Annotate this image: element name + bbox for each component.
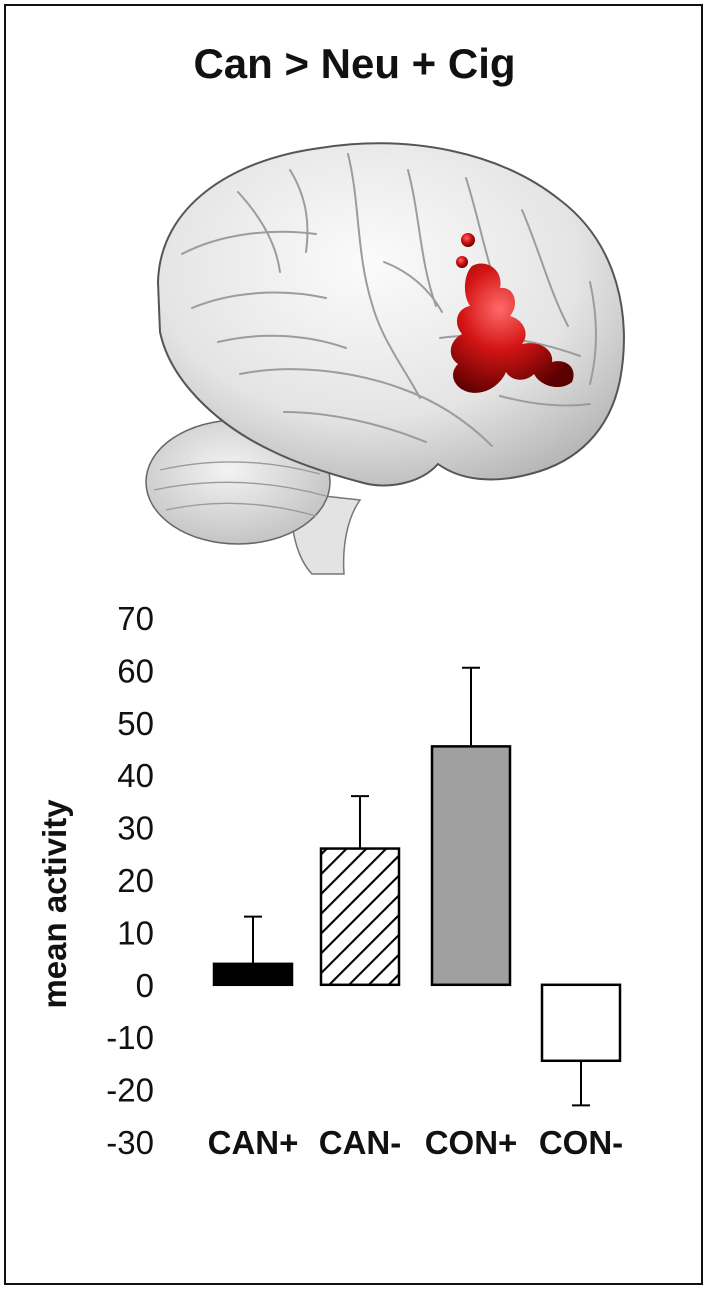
activation-cluster <box>450 233 574 393</box>
figure-title: Can > Neu + Cig <box>193 40 516 87</box>
y-tick-label: 0 <box>136 967 154 1004</box>
y-tick-label: 20 <box>117 862 154 899</box>
cerebrum <box>156 142 625 487</box>
x-axis-categories: CAN+ CAN- CON+ CON- <box>208 1124 624 1161</box>
category-label: CAN+ <box>208 1124 299 1161</box>
y-axis-label: mean activity <box>36 799 73 1009</box>
category-label: CAN- <box>319 1124 401 1161</box>
y-axis-ticks: 70 60 50 40 30 20 10 0 -10 -20 -30 <box>106 600 154 1161</box>
category-label: CON+ <box>425 1124 518 1161</box>
y-tick-label: 70 <box>117 600 154 637</box>
bar-chart: mean activity 70 60 50 40 30 20 10 0 -10 -20 -30 C… <box>36 600 624 1161</box>
y-tick-label: 30 <box>117 810 154 847</box>
bar-CON- <box>540 983 622 1063</box>
bars <box>212 666 622 1107</box>
bar-CAN- <box>319 847 401 987</box>
brain-render <box>145 142 625 575</box>
y-tick-label: 40 <box>117 757 154 794</box>
y-tick-label: 10 <box>117 914 154 951</box>
category-label: CON- <box>539 1124 623 1161</box>
bar-CON+ <box>430 745 512 987</box>
y-tick-label: -10 <box>106 1019 154 1056</box>
y-tick-label: -30 <box>106 1124 154 1161</box>
y-tick-label: 60 <box>117 652 154 689</box>
y-tick-label: 50 <box>117 705 154 742</box>
y-tick-label: -20 <box>106 1072 154 1109</box>
bar-CAN+ <box>212 962 294 987</box>
